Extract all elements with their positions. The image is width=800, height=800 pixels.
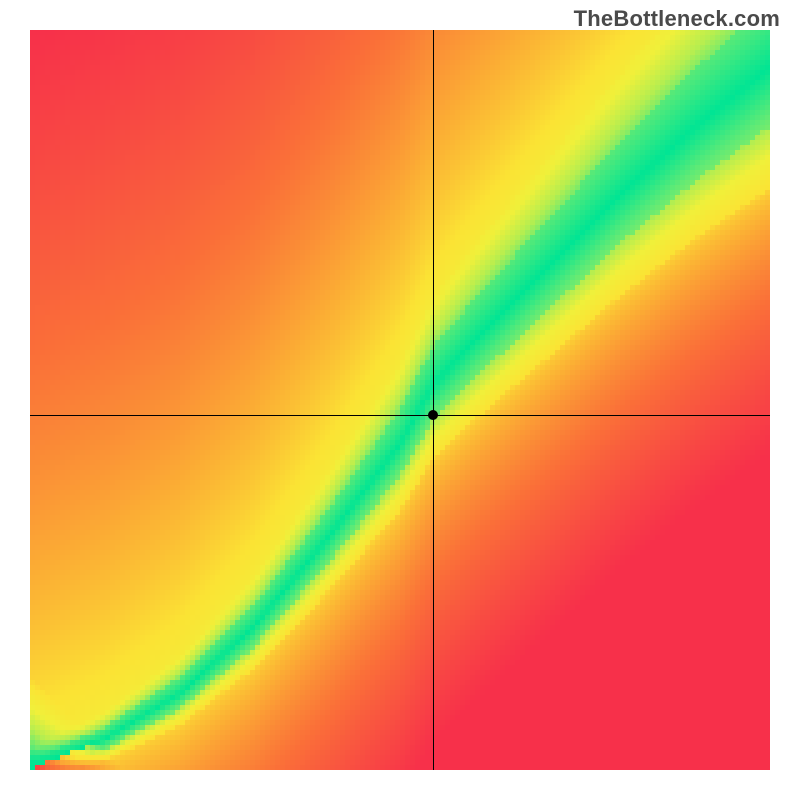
crosshair-vertical: [433, 30, 434, 770]
heatmap-canvas: [30, 30, 770, 770]
crosshair-horizontal: [30, 415, 770, 416]
crosshair-marker: [428, 410, 438, 420]
watermark-text: TheBottleneck.com: [574, 6, 780, 32]
bottleneck-heatmap: [30, 30, 770, 770]
